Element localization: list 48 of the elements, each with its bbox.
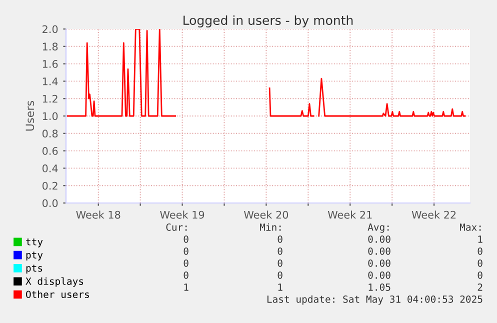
x-tick-label: Week 20 — [244, 210, 288, 219]
text: Avg: — [368, 224, 389, 233]
y-tick-label: 1.6 — [42, 60, 58, 68]
text: 0 — [478, 259, 482, 267]
text: Max: — [460, 224, 481, 231]
y-tick-label: 1.4 — [42, 78, 58, 86]
legend-label: pty — [26, 252, 43, 260]
text: 0 — [278, 271, 282, 279]
legend-label: tty — [26, 238, 43, 248]
text: Cur: — [166, 223, 187, 231]
text: 0 — [184, 247, 188, 255]
y-tick-label: 2.0 — [42, 25, 58, 34]
chart-title: Logged in users - by month — [184, 15, 353, 28]
y-tick-label: 1.0 — [42, 112, 58, 120]
y-tick-label: 1.8 — [42, 42, 58, 51]
text: 0 — [184, 271, 188, 279]
y-tick-label: 0.0 — [42, 199, 58, 208]
text: 0 — [478, 247, 482, 255]
x-tick-label: Week 19 — [160, 210, 204, 219]
text: 0 — [278, 259, 282, 267]
y-tick-label: 0.4 — [42, 164, 58, 172]
text: 1 — [184, 284, 188, 291]
text: 0 — [184, 259, 188, 267]
x-tick-label: Week 21 — [328, 210, 372, 219]
text: 0 — [184, 235, 188, 243]
legend-label: X displays — [26, 277, 84, 287]
text: 0 — [278, 247, 282, 255]
x-tick-label: Week 22 — [412, 210, 456, 219]
text: Min: — [260, 223, 281, 231]
text: 0 — [278, 235, 282, 243]
text: 1 — [478, 236, 482, 243]
y-tick-label: 1.2 — [42, 94, 58, 103]
text: Last update: Sat May 31 04:00:53 2025 — [267, 295, 482, 305]
y-tick-label: 0.6 — [42, 147, 58, 155]
text: 0.00 — [368, 271, 390, 279]
y-tick-label: 0.2 — [42, 182, 58, 190]
legend-label: Other users — [26, 290, 89, 298]
x-tick-label: Week 18 — [76, 210, 120, 219]
text: 0.00 — [368, 247, 390, 255]
text: 1 — [278, 284, 282, 291]
text: 2 — [478, 283, 482, 291]
text: 0.00 — [368, 235, 390, 243]
legend-label: pts — [26, 264, 42, 274]
text: 1.05 — [368, 283, 390, 291]
text: 0.00 — [368, 259, 390, 267]
y-tick-label: 0.8 — [42, 130, 58, 138]
y-axis-title: Users — [26, 100, 34, 131]
text: 0 — [478, 271, 482, 279]
